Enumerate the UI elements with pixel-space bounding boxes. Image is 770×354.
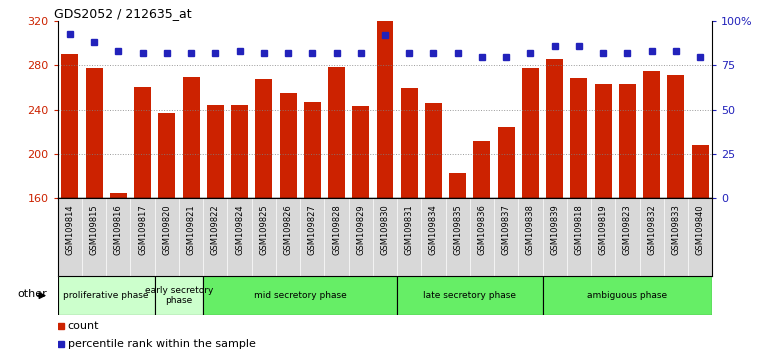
Bar — [207, 105, 224, 198]
Text: late secretory phase: late secretory phase — [424, 291, 517, 300]
Bar — [543, 276, 712, 315]
Bar — [571, 78, 588, 198]
Text: GSM109823: GSM109823 — [623, 205, 632, 255]
Text: count: count — [68, 321, 99, 331]
Bar — [397, 276, 543, 315]
Text: GDS2052 / 212635_at: GDS2052 / 212635_at — [55, 7, 192, 20]
Text: GSM109817: GSM109817 — [138, 205, 147, 255]
Bar — [400, 88, 417, 198]
Bar — [425, 103, 442, 198]
Bar — [691, 145, 708, 198]
Bar — [668, 75, 685, 198]
Text: GSM109816: GSM109816 — [114, 205, 123, 255]
Text: mid secretory phase: mid secretory phase — [254, 291, 346, 300]
Bar — [110, 193, 127, 198]
Text: GSM109839: GSM109839 — [551, 205, 559, 255]
Bar — [58, 276, 155, 315]
Text: GSM109814: GSM109814 — [65, 205, 75, 255]
Text: GSM109834: GSM109834 — [429, 205, 438, 255]
Text: GSM109832: GSM109832 — [647, 205, 656, 255]
Text: GSM109815: GSM109815 — [89, 205, 99, 255]
Text: GSM109836: GSM109836 — [477, 205, 487, 255]
Text: early secretory
phase: early secretory phase — [145, 286, 213, 305]
Text: GSM109822: GSM109822 — [211, 205, 219, 255]
Bar — [280, 93, 296, 198]
Bar — [155, 276, 203, 315]
Text: GSM109824: GSM109824 — [235, 205, 244, 255]
Text: GSM109837: GSM109837 — [502, 205, 511, 255]
Bar — [159, 113, 176, 198]
Bar — [134, 86, 151, 198]
Text: GSM109821: GSM109821 — [186, 205, 196, 255]
Text: GSM109825: GSM109825 — [259, 205, 268, 255]
Bar — [546, 59, 563, 198]
Bar — [203, 276, 397, 315]
Bar — [328, 67, 345, 198]
Text: GSM109819: GSM109819 — [598, 205, 608, 255]
Text: GSM109818: GSM109818 — [574, 205, 584, 255]
Text: other: other — [17, 289, 47, 299]
Bar — [522, 68, 539, 198]
Bar — [231, 105, 248, 198]
Text: GSM109830: GSM109830 — [380, 205, 390, 255]
Text: GSM109829: GSM109829 — [357, 205, 365, 255]
Bar — [85, 68, 102, 198]
Text: GSM109835: GSM109835 — [454, 205, 462, 255]
Text: GSM109827: GSM109827 — [308, 205, 316, 255]
Text: GSM109826: GSM109826 — [283, 205, 293, 255]
Bar — [497, 127, 514, 198]
Bar — [474, 141, 490, 198]
Text: proliferative phase: proliferative phase — [63, 291, 149, 300]
Text: GSM109840: GSM109840 — [695, 205, 705, 255]
Bar — [449, 173, 466, 198]
Bar — [304, 102, 321, 198]
Text: GSM109833: GSM109833 — [671, 205, 681, 255]
Bar — [182, 76, 199, 198]
Bar — [377, 21, 393, 198]
Bar — [62, 55, 79, 198]
Bar — [256, 79, 273, 198]
Bar — [619, 84, 636, 198]
Bar — [643, 71, 660, 198]
Bar — [594, 84, 611, 198]
Text: GSM109831: GSM109831 — [405, 205, 413, 255]
Text: GSM109828: GSM109828 — [332, 205, 341, 255]
Text: percentile rank within the sample: percentile rank within the sample — [68, 339, 256, 349]
Text: GSM109838: GSM109838 — [526, 205, 535, 255]
Text: GSM109820: GSM109820 — [162, 205, 172, 255]
Text: ambiguous phase: ambiguous phase — [588, 291, 668, 300]
Bar — [353, 107, 370, 198]
